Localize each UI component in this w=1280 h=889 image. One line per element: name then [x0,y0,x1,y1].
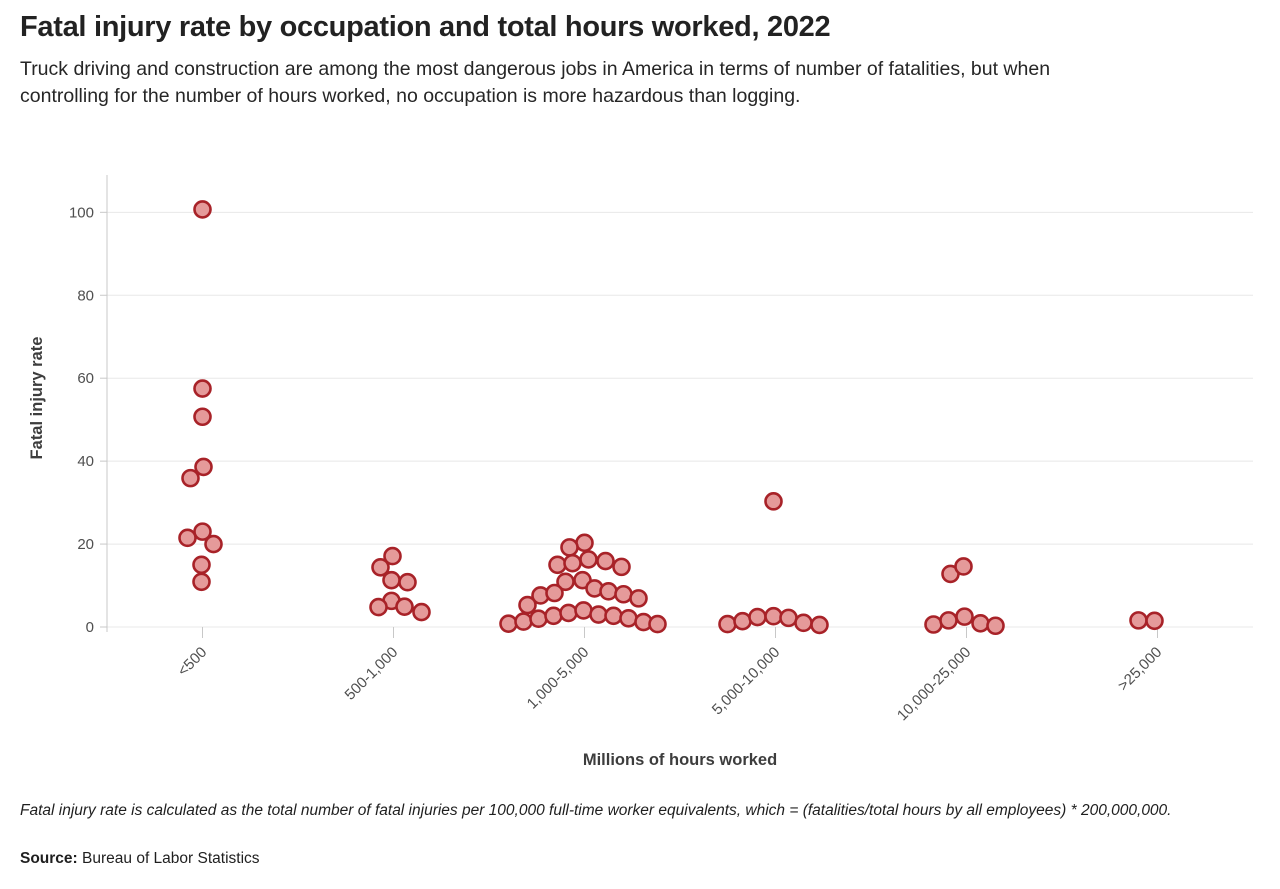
y-tick-label: 80 [77,287,94,304]
data-point [559,603,578,623]
y-axis-title: Fatal injury rate [28,337,46,460]
data-point [548,555,567,575]
x-tick-label: <500 [174,644,210,680]
data-point [412,602,431,622]
data-point [955,607,974,626]
data-point [544,606,563,626]
data-point [619,608,638,628]
data-point [986,616,1005,636]
data-point [575,533,594,553]
data-point [579,550,598,569]
data-point [718,614,737,634]
data-point [529,609,548,629]
data-point [514,612,533,631]
data-point [1145,611,1164,631]
data-point [192,555,211,575]
data-point [764,492,783,511]
y-tick-label: 60 [77,370,94,387]
data-point [648,614,667,634]
data-point [612,557,631,577]
y-tick-label: 100 [69,204,94,221]
data-point [193,379,212,398]
data-point [596,551,615,571]
x-tick-label: 10,000-25,000 [894,644,974,724]
data-point [794,613,813,633]
source-line: Source: Bureau of Labor Statistics [20,850,260,868]
data-point [589,605,608,624]
data-point [178,528,197,548]
data-point [574,601,593,620]
footnote-text: Fatal injury rate is calculated as the t… [20,802,1172,819]
data-point [192,572,211,592]
data-point [764,606,783,626]
data-point [193,522,212,541]
data-point [181,468,200,488]
data-point [599,582,618,601]
data-point [395,597,414,616]
data-point [382,570,401,590]
data-point [614,584,633,604]
data-point [1129,611,1148,630]
data-point [924,615,943,634]
source-text: Bureau of Labor Statistics [82,850,260,867]
data-point [748,607,767,627]
data-point [369,597,388,617]
data-point [971,613,990,633]
x-tick-label: 5,000-10,000 [709,644,784,719]
data-point [518,595,537,615]
data-point [954,557,973,576]
data-point [398,572,417,592]
data-point [545,583,564,603]
data-point [371,557,390,577]
data-point [810,615,829,635]
data-point [604,606,623,626]
data-point [629,589,648,608]
data-point [194,457,213,477]
data-point [560,538,579,557]
data-point [779,608,798,628]
data-point [939,611,958,630]
y-tick-label: 20 [77,536,94,553]
data-point [193,200,212,219]
chart-title: Fatal injury rate by occupation and tota… [20,11,831,43]
data-point [204,534,223,554]
x-axis-title: Millions of hours worked [583,751,777,769]
y-tick-label: 0 [86,619,94,636]
data-point [563,553,582,573]
data-point [733,611,752,631]
source-label: Source: [20,850,78,867]
data-point [499,614,518,633]
chart-subtitle: Truck driving and construction are among… [20,58,1051,107]
y-tick-label: 40 [77,453,94,470]
data-point [383,546,402,566]
x-tick-label: 1,000-5,000 [524,644,593,713]
data-point [193,407,212,427]
x-tick-label: >25,000 [1115,644,1166,695]
x-tick-label: 500-1,000 [342,644,402,704]
